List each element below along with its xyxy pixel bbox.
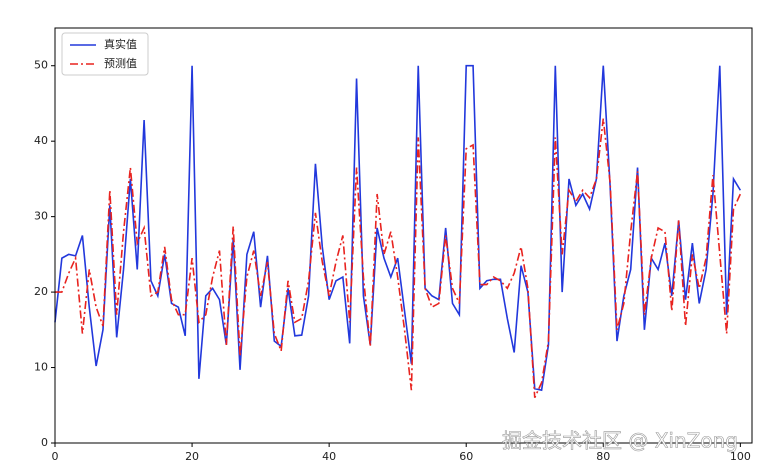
- x-tick-label: 60: [459, 450, 473, 463]
- x-tick-label: 100: [730, 450, 751, 463]
- watermark: 掘金技术社区 @ XinZong: [502, 429, 738, 453]
- y-tick-label: 20: [34, 285, 48, 298]
- y-tick-label: 50: [34, 59, 48, 72]
- plot-frame: [54, 27, 753, 444]
- x-tick-label: 40: [322, 450, 336, 463]
- x-tick-label: 0: [52, 450, 59, 463]
- x-tick-label: 20: [185, 450, 199, 463]
- y-tick-label: 30: [34, 210, 48, 223]
- y-tick-label: 0: [41, 436, 48, 449]
- series-line: [54, 64, 742, 392]
- x-tick-label: 80: [596, 450, 610, 463]
- legend-label: 预测值: [104, 57, 137, 70]
- legend-box: [61, 32, 149, 76]
- series-line: [55, 118, 742, 399]
- legend-label: 真实值: [104, 37, 137, 51]
- y-tick-label: 10: [34, 361, 48, 374]
- y-tick-label: 40: [34, 134, 48, 147]
